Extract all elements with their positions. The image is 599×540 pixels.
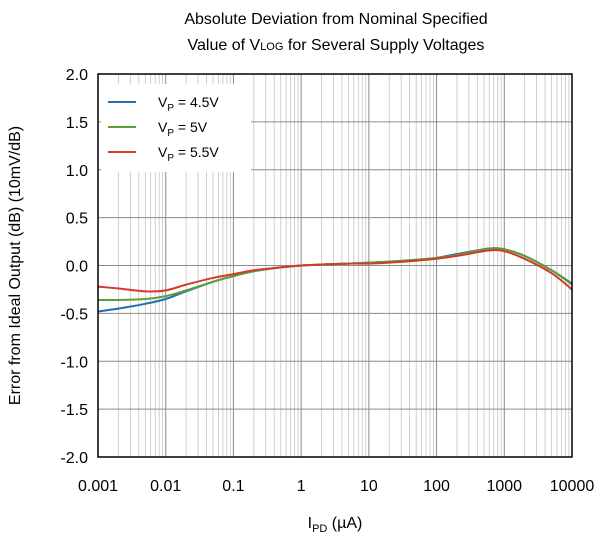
legend: VP = 4.5V VP = 5V VP = 5.5V: [101, 84, 251, 172]
y-tick-label: 1.0: [66, 163, 88, 180]
y-tick-label: -0.5: [60, 306, 88, 323]
x-tick-label: 10: [360, 478, 378, 495]
y-tick-label: 0.0: [66, 259, 88, 276]
x-tick-label: 10000: [550, 478, 595, 495]
y-tick-label: -1.5: [60, 402, 88, 419]
series-lines: [97, 247, 573, 313]
legend-label: VP = 4.5V: [158, 94, 219, 114]
x-tick-label: 100: [423, 478, 450, 495]
x-tick-label: 1: [297, 478, 306, 495]
y-tick-label: 1.5: [66, 115, 88, 132]
y-tick-label: -1.0: [60, 354, 88, 371]
x-tick-label: 0.1: [222, 478, 244, 495]
chart-title-line1: Absolute Deviation from Nominal Specifie…: [184, 11, 487, 28]
x-axis-label: IPD (µA): [308, 515, 363, 535]
legend-label: VP = 5V: [158, 119, 208, 139]
x-tick-label: 0.01: [150, 478, 181, 495]
x-tick-label: 0.001: [78, 478, 118, 495]
y-tick-label: 0.5: [66, 211, 88, 228]
x-tick-labels: 0.001 0.01 0.1 1 10 100 1000 10000: [78, 478, 594, 495]
series-line-3: [97, 249, 573, 293]
chart-title: Absolute Deviation from Nominal Specifie…: [184, 11, 487, 54]
y-tick-label: -2.0: [60, 450, 88, 467]
y-tick-labels: 2.0 1.5 1.0 0.5 0.0 -0.5 -1.0 -1.5 -2.0: [60, 67, 88, 467]
legend-label: VP = 5.5V: [158, 144, 219, 164]
y-tick-label: 2.0: [66, 67, 88, 84]
chart-title-line2: Value of VLOG for Several Supply Voltage…: [188, 37, 485, 54]
x-tick-label: 1000: [486, 478, 522, 495]
y-axis-label: Error from Ideal Output (dB) (10mV/dB): [7, 126, 24, 405]
plot-frame: [97, 73, 573, 458]
